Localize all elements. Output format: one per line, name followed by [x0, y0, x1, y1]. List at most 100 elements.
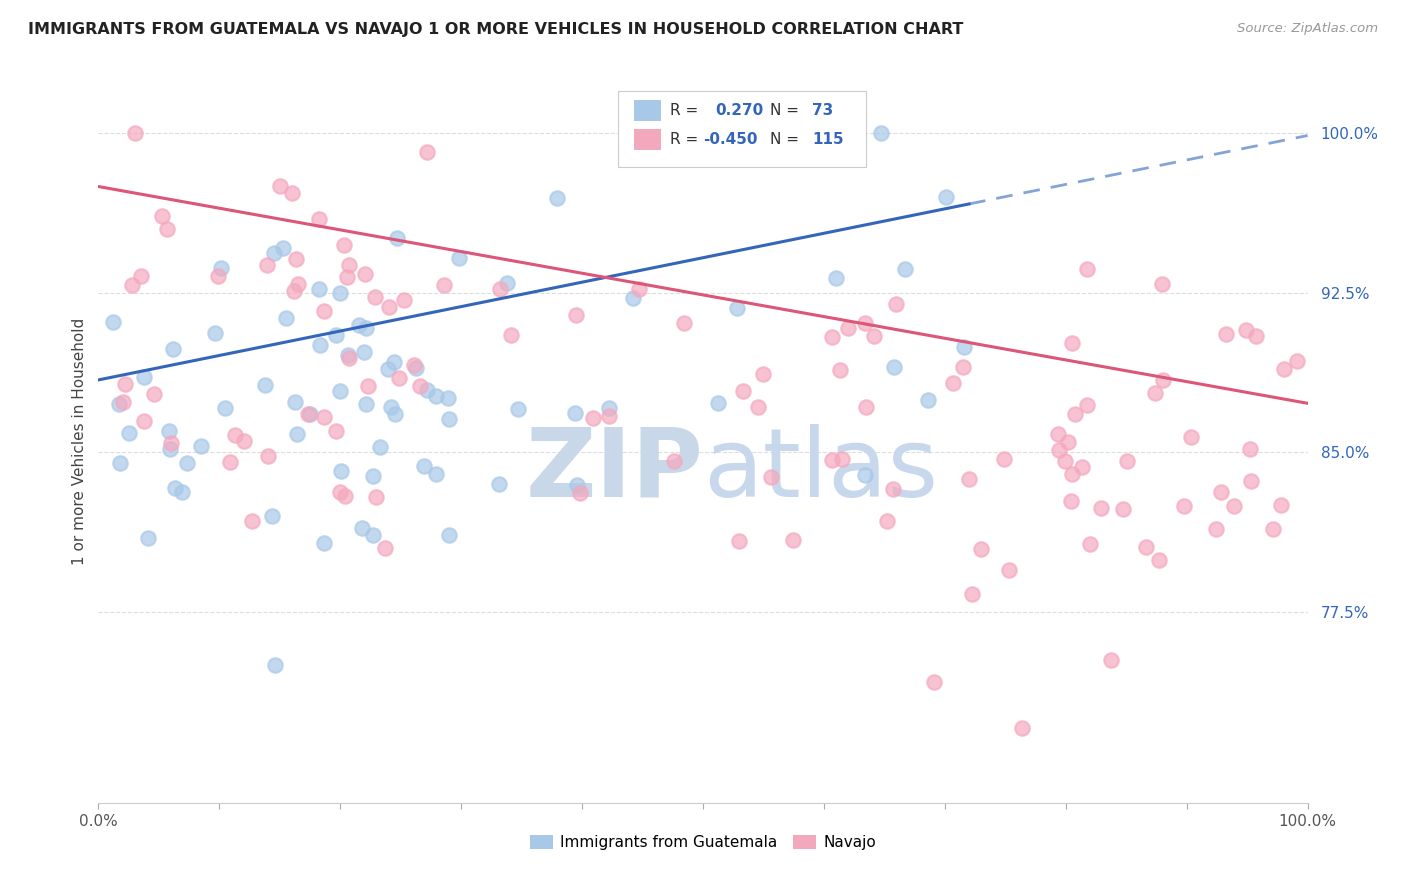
- Point: [352, 521, 374, 535]
- Point: [433, 277, 456, 292]
- Point: [337, 258, 360, 272]
- Point: [364, 490, 387, 504]
- Point: [1209, 485, 1232, 500]
- Point: [242, 514, 264, 528]
- Point: [325, 425, 347, 439]
- Point: [253, 377, 276, 392]
- Point: [409, 379, 432, 393]
- Point: [394, 293, 416, 307]
- Text: 73: 73: [811, 103, 834, 118]
- Point: [1152, 277, 1174, 291]
- Point: [337, 351, 360, 366]
- Point: [1239, 442, 1261, 456]
- Point: [298, 408, 321, 422]
- Text: R =: R =: [671, 132, 703, 147]
- Point: [1239, 475, 1261, 489]
- Bar: [634, 100, 661, 121]
- Point: [1286, 354, 1309, 368]
- Point: [882, 482, 904, 496]
- Point: [830, 363, 852, 377]
- Point: [759, 469, 782, 483]
- Point: [1011, 722, 1033, 736]
- Point: [863, 329, 886, 343]
- Text: IMMIGRANTS FROM GUATEMALA VS NAVAJO 1 OR MORE VEHICLES IN HOUSEHOLD CORRELATION : IMMIGRANTS FROM GUATEMALA VS NAVAJO 1 OR…: [28, 22, 963, 37]
- Point: [1064, 407, 1087, 421]
- Point: [314, 304, 336, 318]
- Point: [108, 457, 131, 471]
- Point: [308, 338, 330, 352]
- Point: [111, 395, 134, 409]
- Point: [274, 310, 297, 325]
- Point: [1215, 327, 1237, 342]
- Point: [361, 468, 384, 483]
- Point: [159, 442, 181, 456]
- Point: [329, 285, 352, 300]
- Point: [329, 485, 352, 500]
- Point: [103, 315, 125, 329]
- Text: 115: 115: [811, 132, 844, 147]
- Point: [1180, 430, 1202, 444]
- Point: [425, 389, 447, 403]
- Point: [280, 186, 302, 200]
- Point: [160, 436, 183, 450]
- Point: [157, 424, 180, 438]
- Point: [384, 407, 406, 421]
- Point: [361, 528, 384, 542]
- Point: [1272, 361, 1295, 376]
- Point: [853, 316, 876, 330]
- Point: [118, 426, 141, 441]
- Point: [870, 127, 893, 141]
- Point: [387, 230, 409, 244]
- Point: [329, 384, 352, 398]
- Point: [354, 397, 377, 411]
- Point: [1173, 499, 1195, 513]
- Point: [136, 531, 159, 545]
- Point: [662, 454, 685, 468]
- Point: [284, 252, 307, 267]
- Point: [725, 301, 748, 315]
- Point: [263, 657, 285, 672]
- Point: [368, 440, 391, 454]
- Point: [437, 528, 460, 542]
- Point: [356, 320, 378, 334]
- Point: [546, 191, 568, 205]
- Point: [970, 541, 993, 556]
- Point: [349, 318, 371, 332]
- Point: [269, 179, 291, 194]
- Point: [364, 290, 387, 304]
- Text: atlas: atlas: [703, 424, 938, 517]
- Point: [752, 368, 775, 382]
- Point: [287, 277, 309, 292]
- Point: [425, 467, 447, 481]
- Point: [405, 360, 427, 375]
- Point: [997, 563, 1019, 577]
- Point: [124, 127, 146, 141]
- Point: [917, 392, 939, 407]
- Point: [1112, 502, 1135, 516]
- Point: [1244, 328, 1267, 343]
- Point: [922, 674, 945, 689]
- Point: [207, 268, 229, 283]
- Point: [1116, 454, 1139, 468]
- Point: [1261, 522, 1284, 536]
- Point: [380, 401, 402, 415]
- Point: [163, 481, 186, 495]
- Point: [853, 467, 876, 482]
- Point: [1060, 467, 1083, 482]
- Point: [1078, 536, 1101, 550]
- Point: [333, 489, 356, 503]
- Point: [353, 345, 375, 359]
- Point: [1135, 540, 1157, 554]
- Point: [1053, 453, 1076, 467]
- Point: [152, 209, 174, 223]
- Point: [952, 359, 974, 374]
- Point: [211, 261, 233, 276]
- Point: [824, 271, 846, 285]
- Point: [886, 297, 908, 311]
- Point: [354, 268, 377, 282]
- Point: [388, 371, 411, 385]
- Point: [993, 452, 1015, 467]
- Point: [336, 348, 359, 362]
- Point: [437, 412, 460, 426]
- Point: [374, 541, 396, 555]
